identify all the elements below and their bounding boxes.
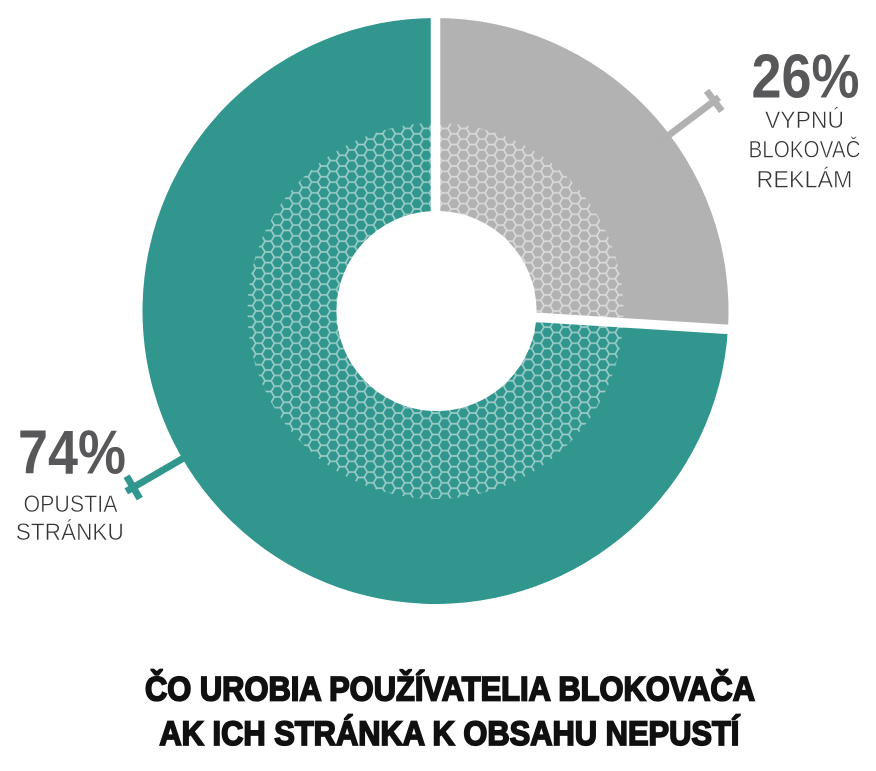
svg-text:VYPNÚ: VYPNÚ	[765, 107, 844, 134]
svg-text:BLOKOVAČ: BLOKOVAČ	[749, 135, 861, 163]
svg-text:OPUSTIA: OPUSTIA	[24, 491, 118, 518]
svg-text:ČO UROBIA POUŽÍVATELIA BLOKOVA: ČO UROBIA POUŽÍVATELIA BLOKOVAČA	[145, 669, 755, 709]
svg-text:STRÁNKU: STRÁNKU	[16, 519, 124, 546]
svg-text:26%: 26%	[752, 42, 860, 111]
svg-text:REKLÁM: REKLÁM	[757, 167, 853, 194]
svg-text:74%: 74%	[18, 418, 126, 487]
svg-text:AK ICH STRÁNKA K OBSAHU NEPUST: AK ICH STRÁNKA K OBSAHU NEPUSTÍ	[159, 713, 740, 753]
